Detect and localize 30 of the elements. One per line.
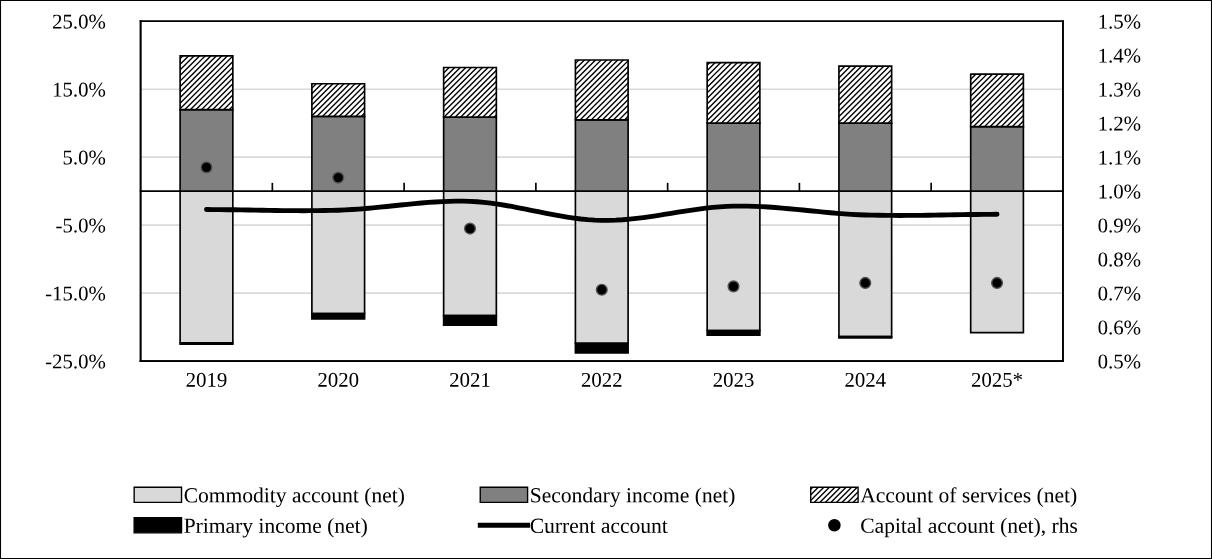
legend-label: Capital account (net), rhs — [861, 517, 1078, 538]
y2-tick-label: 0.9% — [1098, 218, 1141, 233]
legend-label: Primary income (net) — [184, 517, 367, 538]
y2-tick-label: 1.3% — [1099, 82, 1141, 97]
y2-tick-label: 1.0% — [1099, 184, 1141, 199]
y2-tick-label: 1.5% — [1099, 14, 1141, 29]
x-tick-label: 2022 — [581, 372, 622, 387]
y-tick-label: 15.0% — [53, 82, 106, 97]
y2-tick-label: 0.7% — [1098, 286, 1141, 301]
x-tick-label: 2023 — [713, 372, 754, 387]
x-tick-label: 2025* — [971, 372, 1023, 387]
legend-label: Secondary income (net) — [531, 487, 735, 507]
y-tick-label: -5.0% — [56, 218, 106, 233]
y-tick-label: 25.0% — [52, 14, 106, 29]
x-tick-label: 2024 — [845, 372, 886, 387]
y-tick-label: 5.0% — [63, 150, 106, 165]
x-tick-label: 2021 — [450, 372, 490, 387]
legend-label: Account of services (net) — [860, 487, 1077, 507]
y2-tick-label: 0.6% — [1098, 320, 1141, 335]
x-tick-label: 2020 — [318, 372, 359, 387]
y2-tick-label: 1.2% — [1099, 116, 1141, 131]
y-tick-label: -25.0% — [45, 354, 106, 369]
x-tick-label: 2019 — [186, 372, 227, 387]
legend-label: Commodity account (net) — [184, 487, 404, 507]
y2-tick-label: 1.4% — [1099, 48, 1141, 63]
y2-tick-label: 0.8% — [1098, 252, 1141, 267]
y2-tick-label: 1.1% — [1099, 150, 1141, 165]
y-tick-label: -15.0% — [45, 286, 106, 301]
legend-label: Current account — [530, 518, 668, 534]
y2-tick-label: 0.5% — [1098, 354, 1141, 369]
